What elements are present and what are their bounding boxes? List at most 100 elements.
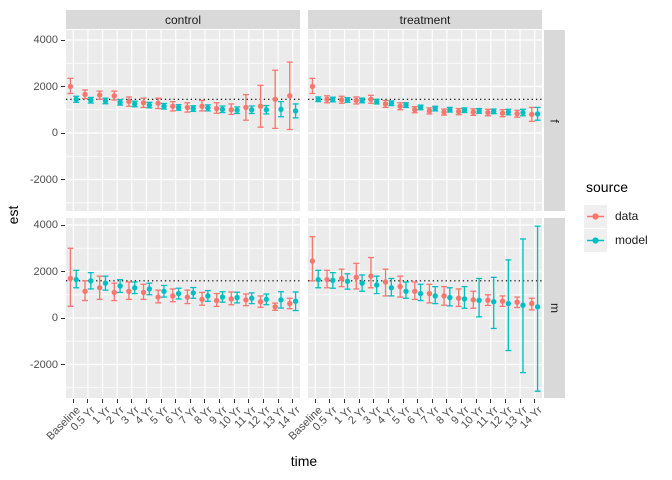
x-tick-mark — [387, 399, 389, 403]
y-tick-label: 4000 — [33, 34, 58, 46]
point-model — [146, 102, 153, 108]
point-data — [455, 295, 462, 301]
y-tick-mark — [61, 86, 65, 87]
x-tick-mark — [116, 399, 118, 403]
point-model — [403, 288, 409, 294]
y-tick-label: 2000 — [33, 80, 58, 93]
point-model — [476, 108, 482, 114]
point-data — [514, 111, 520, 117]
point-model — [315, 276, 321, 283]
x-tick-mark — [72, 399, 74, 403]
point-model — [388, 100, 395, 106]
point-data — [140, 100, 147, 106]
x-tick-mark — [87, 399, 89, 403]
point-data — [412, 288, 418, 294]
point-model — [205, 105, 211, 111]
facet-strip-treatment: treatment — [308, 10, 542, 29]
point-data — [67, 83, 74, 90]
y-tick-mark — [61, 364, 65, 365]
point-model — [417, 290, 424, 297]
point-model — [344, 278, 351, 284]
point-data — [96, 285, 103, 291]
point-data — [441, 293, 447, 299]
x-axis-title: time — [290, 453, 318, 469]
x-tick-mark — [534, 399, 536, 403]
y-tick-mark — [61, 179, 65, 180]
point-model — [175, 290, 182, 297]
x-tick-mark — [314, 399, 316, 403]
y-tick-mark — [61, 224, 65, 226]
x-tick-mark — [504, 399, 506, 403]
x-tick-mark — [160, 399, 162, 403]
point-data — [309, 258, 316, 264]
y-tick-mark — [61, 271, 65, 272]
pointrange-key-icon — [584, 228, 607, 252]
point-data — [140, 289, 147, 296]
point-data — [184, 104, 191, 111]
point-data — [170, 103, 176, 109]
point-model — [491, 299, 497, 305]
x-tick-mark — [233, 399, 235, 403]
point-model — [534, 111, 541, 117]
point-data — [243, 297, 249, 303]
point-model — [278, 106, 284, 112]
facet-strip-f: f — [544, 30, 565, 211]
point-data — [82, 91, 88, 98]
x-tick-mark — [248, 399, 250, 403]
point-model — [249, 295, 255, 301]
point-data — [485, 297, 491, 304]
point-model — [102, 98, 109, 104]
point-model — [249, 107, 255, 113]
x-tick-mark — [461, 399, 463, 403]
point-model — [520, 109, 526, 116]
x-tick-mark — [292, 399, 294, 403]
point-data — [82, 288, 88, 294]
point-model — [205, 293, 211, 299]
panel-treatment-f — [308, 30, 542, 211]
point-model — [175, 104, 182, 111]
y-tick-label: 4000 — [33, 219, 58, 231]
point-data — [155, 294, 161, 300]
point-data — [485, 109, 491, 116]
legend: source data model — [584, 179, 648, 252]
x-tick-mark — [431, 399, 433, 403]
point-data — [155, 100, 161, 106]
point-data — [397, 283, 403, 290]
point-data — [272, 96, 278, 102]
point-data — [324, 96, 330, 102]
point-data — [228, 107, 234, 113]
point-data — [243, 104, 249, 111]
point-model — [403, 102, 409, 108]
point-model — [374, 98, 380, 105]
point-data — [382, 279, 389, 285]
point-data — [426, 290, 433, 297]
facet-strip-m-label: m — [547, 303, 562, 313]
point-data — [199, 103, 205, 109]
point-model — [219, 106, 226, 112]
point-model — [520, 302, 526, 308]
point-data — [499, 110, 506, 116]
panel-treatment-m — [308, 218, 542, 398]
x-tick-mark — [329, 399, 331, 403]
x-tick-mark — [344, 399, 346, 403]
point-data — [368, 96, 374, 102]
point-model — [505, 300, 512, 307]
x-tick-mark — [519, 399, 521, 403]
point-data — [412, 107, 418, 113]
point-model — [263, 107, 270, 113]
point-model — [263, 296, 270, 303]
point-data — [397, 103, 403, 109]
point-model — [132, 285, 138, 291]
point-data — [126, 98, 132, 105]
point-model — [161, 288, 167, 294]
point-model — [73, 96, 79, 102]
point-model — [102, 280, 109, 286]
point-data — [213, 105, 220, 112]
point-data — [213, 297, 220, 304]
y-tick-mark — [61, 132, 65, 134]
point-model — [190, 290, 196, 296]
point-data — [368, 273, 374, 279]
point-data — [324, 276, 330, 283]
panel-control-f — [66, 30, 300, 211]
